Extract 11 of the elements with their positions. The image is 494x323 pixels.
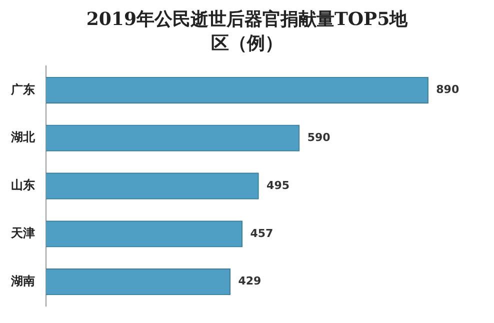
y-tick-label: 湖南 [10, 274, 35, 288]
data-label: 890 [436, 83, 460, 96]
y-tick-label: 天津 [10, 226, 35, 240]
data-label: 590 [307, 130, 331, 144]
y-tick-label: 湖北 [10, 130, 36, 144]
chart-title: 2019年公民逝世后器官捐献量TOP5地区（例） [85, 8, 409, 56]
data-label: 429 [238, 274, 262, 288]
data-label: 495 [266, 178, 290, 192]
y-tick-label: 广东 [10, 82, 35, 96]
y-tick-label: 山东 [11, 178, 35, 192]
data-label: 457 [250, 226, 274, 240]
